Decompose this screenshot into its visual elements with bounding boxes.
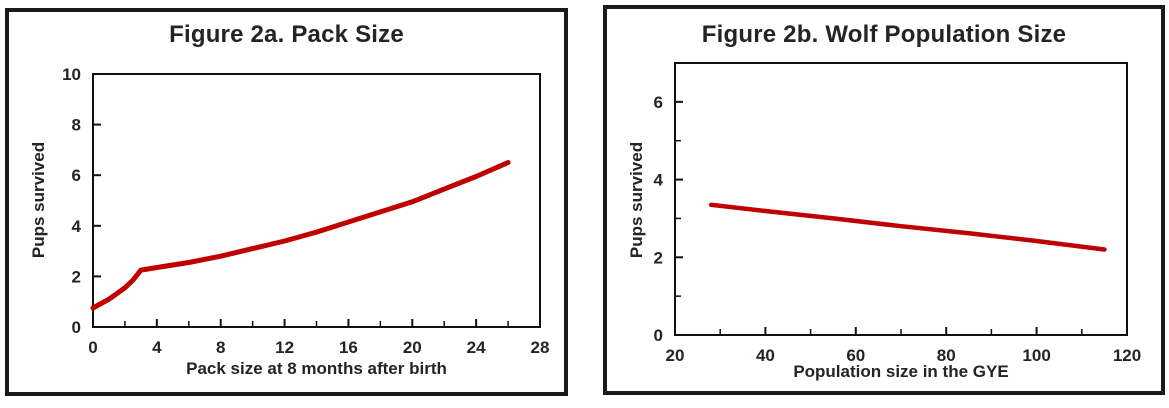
data-line — [90, 160, 511, 311]
x-tick-label: 20 — [666, 346, 685, 365]
x-tick-label: 16 — [339, 338, 358, 357]
y-tick-label: 6 — [72, 166, 81, 185]
plot-border — [92, 73, 541, 328]
y-tick-label: 4 — [654, 171, 664, 190]
data-line — [708, 202, 1107, 252]
y-tick-label: 6 — [654, 93, 663, 112]
chart-title-2b: Figure 2b. Wolf Population Size — [701, 21, 1067, 48]
x-axis-title-2a: Pack size at 8 months after birth — [186, 359, 447, 378]
x-tick-label: 4 — [152, 338, 162, 357]
x-axis-title-2b: Population size in the GYE — [793, 362, 1009, 381]
x-tick-label: 12 — [275, 338, 294, 357]
x-tick-label: 120 — [1113, 346, 1141, 365]
y-tick-label: 2 — [72, 267, 81, 286]
chart-plot-2b: 20 40 60 80 100 120 0 2 4 6 — [654, 62, 1141, 365]
x-tick-label: 80 — [937, 346, 956, 365]
chart-title-2a: Figure 2a. Pack Size — [169, 21, 404, 48]
y-tick-label: 8 — [72, 116, 81, 135]
x-tick-label: 60 — [846, 346, 865, 365]
x-tick-label: 8 — [216, 338, 225, 357]
y-tick-label: 0 — [72, 318, 81, 337]
x-tick-label: 40 — [756, 346, 775, 365]
y-tick-label: 4 — [72, 217, 82, 236]
figure-2a-panel: Figure 2a. Pack Size Pups survived 0 4 8 12… — [5, 8, 568, 396]
x-tick-label: 24 — [467, 338, 486, 357]
y-tick-label: 0 — [654, 326, 663, 345]
x-tick-label: 28 — [531, 338, 550, 357]
y-tick-label: 10 — [62, 65, 81, 84]
x-tick-label: 20 — [403, 338, 422, 357]
plot-border — [674, 62, 1128, 336]
x-tick-label: 0 — [88, 338, 97, 357]
figure-2b-panel: Figure 2b. Wolf Population Size Pups sur… — [603, 5, 1165, 395]
x-tick-label: 100 — [1022, 346, 1050, 365]
y-tick-label: 2 — [654, 248, 663, 267]
